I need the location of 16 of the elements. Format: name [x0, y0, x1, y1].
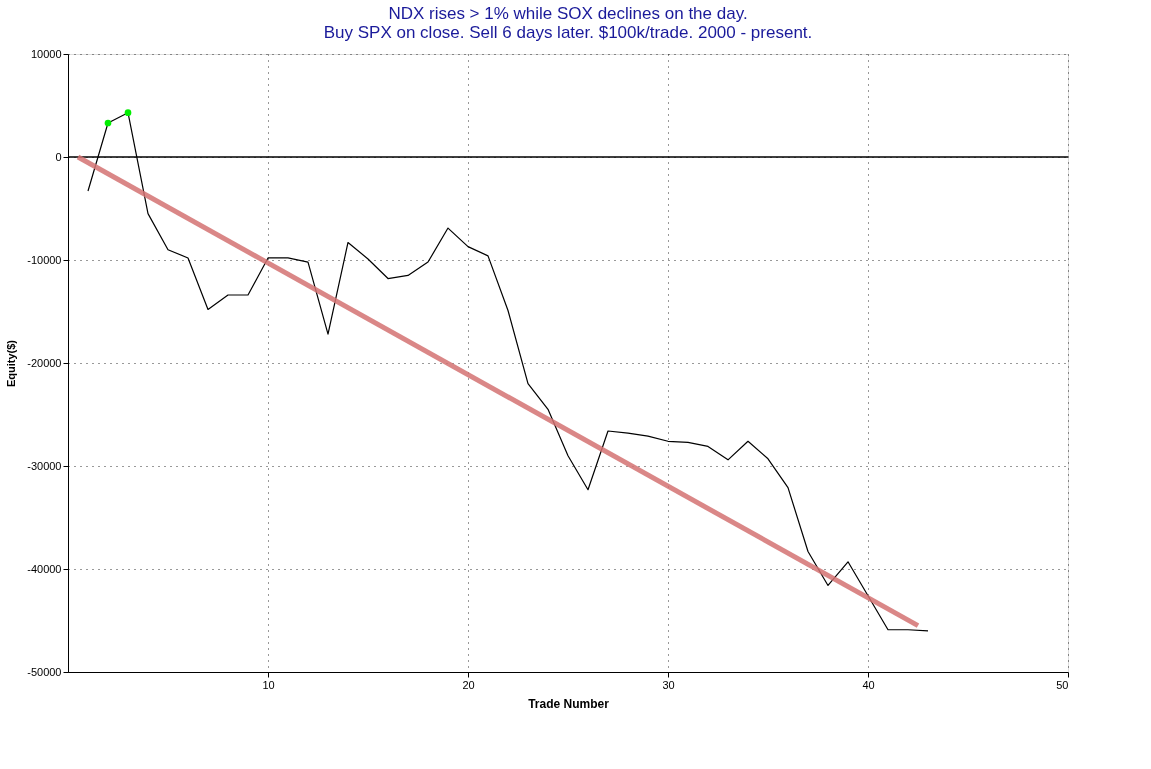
- x-tick-label: 20: [462, 678, 475, 691]
- chart-title: NDX rises > 1% while SOX declines on the day.: [388, 4, 748, 23]
- y-tick-label: -10000: [27, 253, 62, 266]
- x-tick-label: 50: [1056, 678, 1069, 691]
- x-tick-label: 10: [262, 678, 275, 691]
- y-tick-label: 0: [55, 150, 62, 163]
- y-tick-label: 10000: [30, 47, 62, 60]
- y-tick-label: -40000: [27, 562, 62, 575]
- x-tick-label: 40: [862, 678, 875, 691]
- x-axis-title: Trade Number: [528, 696, 610, 711]
- y-tick-label: -20000: [27, 356, 62, 369]
- y-tick-label: -30000: [27, 459, 62, 472]
- y-axis-title: Equity($): [5, 339, 18, 388]
- x-tick-label: 30: [662, 678, 675, 691]
- y-tick-label: -50000: [27, 665, 62, 678]
- chart-subtitle: Buy SPX on close. Sell 6 days later. $100k/trade. 2000 - present.: [323, 23, 813, 42]
